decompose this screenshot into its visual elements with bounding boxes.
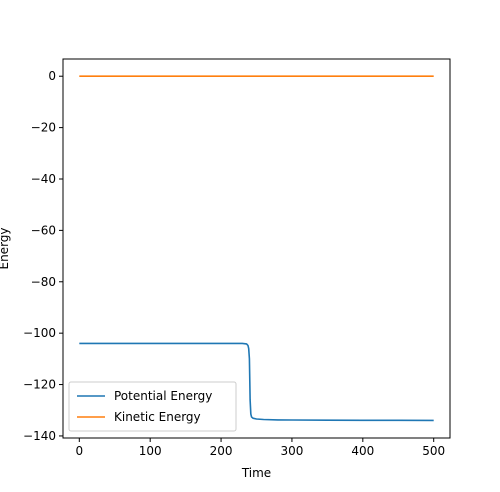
y-axis-label: Energy: [0, 227, 11, 269]
series-line-potential-energy: [79, 342, 434, 422]
x-tick-label: 300: [280, 444, 303, 458]
y-tick-label: −40: [31, 172, 56, 186]
legend: Potential Energy Kinetic Energy: [68, 381, 237, 432]
plot-frame: [62, 58, 451, 439]
legend-label: Potential Energy: [114, 389, 212, 403]
x-tick-label: 500: [422, 444, 445, 458]
y-tick-label: −20: [31, 121, 56, 135]
x-tick-label: 400: [351, 444, 374, 458]
y-tick-label: 0: [48, 69, 56, 83]
legend-box: [68, 381, 237, 432]
y-axis-ticks: 0 −20 −40 −60 −80 −100 −120 −140: [23, 69, 63, 443]
x-axis-ticks: 0 100 200 300 400 500: [75, 438, 445, 458]
x-axis-label: Time: [241, 466, 271, 480]
y-tick-label: −120: [23, 378, 56, 392]
y-tick-label: −80: [31, 275, 56, 289]
x-tick-label: 0: [75, 444, 83, 458]
series-layer: [79, 75, 434, 422]
y-tick-label: −60: [31, 223, 56, 237]
x-tick-label: 100: [139, 444, 162, 458]
y-tick-label: −140: [23, 429, 56, 443]
x-tick-label: 200: [210, 444, 233, 458]
legend-label: Kinetic Energy: [114, 410, 201, 424]
y-tick-label: −100: [23, 326, 56, 340]
